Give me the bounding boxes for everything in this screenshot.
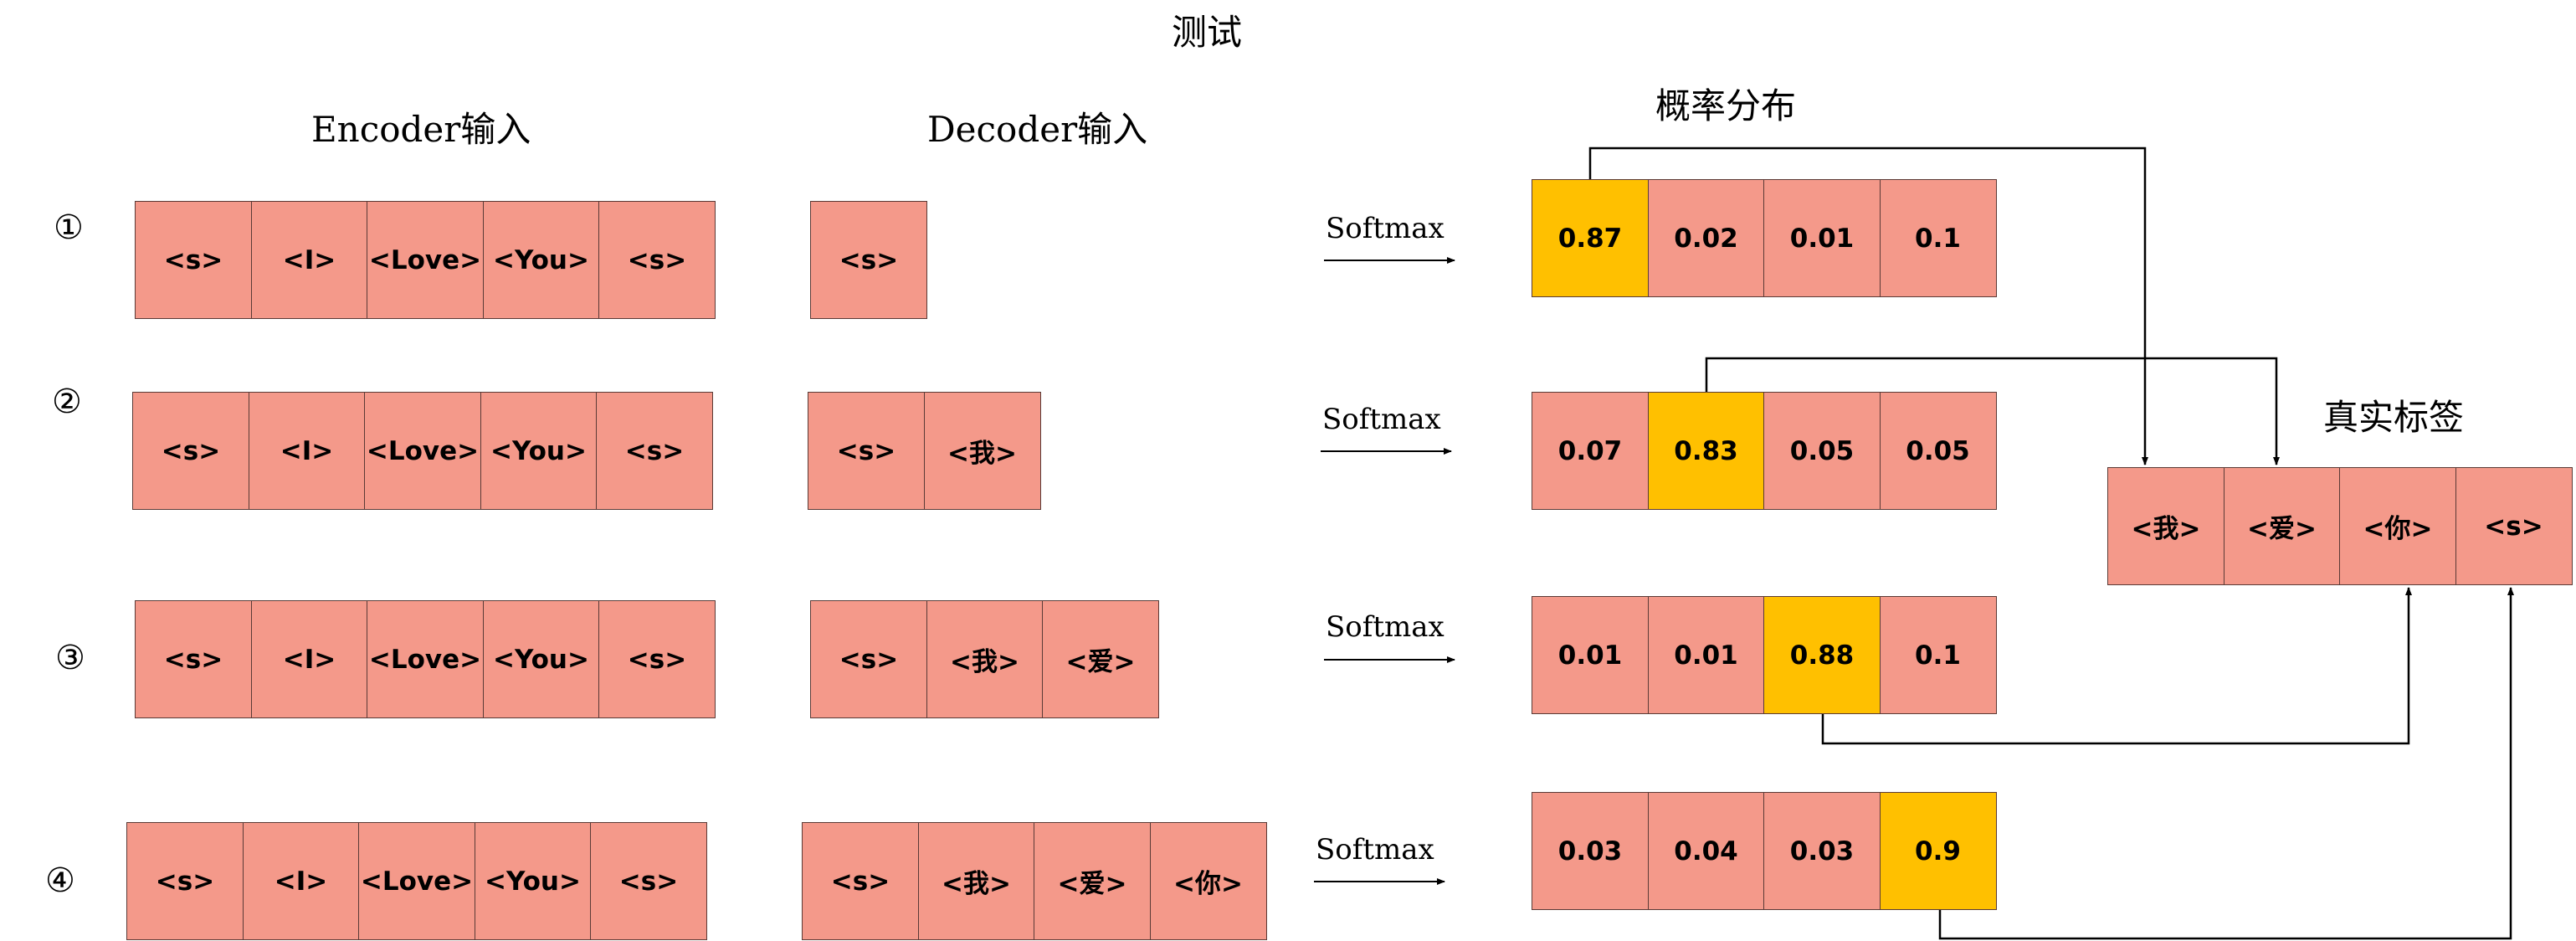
encoder-token: <Love>	[367, 600, 484, 718]
decoder-header: Decoder输入	[927, 109, 1148, 150]
connector-step-2	[1705, 357, 2280, 465]
probability-cell: 0.83	[1647, 392, 1765, 510]
encoder-token: <I>	[250, 600, 368, 718]
connector-step-1	[1588, 147, 2148, 465]
encoder-token: <s>	[135, 600, 252, 718]
connector-step-4	[1938, 587, 2514, 940]
softmax-label-1: Softmax	[1326, 212, 1445, 245]
decoder-token: <s>	[810, 600, 927, 718]
encoder-input-row-2: <s> <I> <Love> <You> <s>	[132, 392, 713, 510]
diagram-title: 测试	[1172, 12, 1243, 53]
step-number-1: ①	[54, 208, 84, 247]
encoder-token: <Love>	[358, 822, 475, 940]
probability-cell: 0.04	[1647, 792, 1765, 910]
encoder-token: <You>	[482, 201, 600, 319]
decoder-token: <我>	[917, 822, 1035, 940]
softmax-label-2: Softmax	[1322, 403, 1441, 436]
connector-step-3	[1821, 587, 2412, 745]
probability-cell: 0.01	[1647, 596, 1765, 714]
truth-token: <你>	[2339, 467, 2456, 585]
encoder-input-row-3: <s> <I> <Love> <You> <s>	[135, 600, 716, 718]
softmax-label-4: Softmax	[1316, 833, 1434, 866]
encoder-token: <Love>	[364, 392, 481, 510]
encoder-token: <I>	[250, 201, 368, 319]
encoder-token: <Love>	[367, 201, 484, 319]
probability-cell: 0.87	[1532, 179, 1649, 297]
probability-cell: 0.02	[1647, 179, 1765, 297]
encoder-token: <You>	[482, 600, 600, 718]
probability-cell: 0.01	[1532, 596, 1649, 714]
encoder-token: <s>	[598, 201, 716, 319]
probability-row-1: 0.87 0.02 0.01 0.1	[1532, 179, 1997, 297]
probability-cell: 0.1	[1879, 179, 1997, 297]
encoder-input-row-4: <s> <I> <Love> <You> <s>	[126, 822, 707, 940]
decoder-token: <爱>	[1042, 600, 1159, 718]
step-number-2: ②	[52, 383, 82, 421]
encoder-token: <s>	[126, 822, 244, 940]
probability-cell: 0.1	[1879, 596, 1997, 714]
ground-truth-row: <我> <爱> <你> <s>	[2107, 467, 2573, 585]
probability-cell: 0.05	[1879, 392, 1997, 510]
probability-cell: 0.03	[1763, 792, 1881, 910]
encoder-token: <I>	[242, 822, 360, 940]
probability-row-2: 0.07 0.83 0.05 0.05	[1532, 392, 1997, 510]
step-number-3: ③	[55, 639, 85, 677]
decoder-token: <s>	[810, 201, 927, 319]
decoder-token: <s>	[802, 822, 919, 940]
decoder-input-row-1: <s>	[810, 201, 927, 319]
step-number-4: ④	[45, 861, 75, 900]
probability-row-4: 0.03 0.04 0.03 0.9	[1532, 792, 1997, 910]
decoder-token: <我>	[923, 392, 1041, 510]
decoder-token: <我>	[926, 600, 1044, 718]
ground-truth-header: 真实标签	[2323, 397, 2465, 438]
encoder-token: <s>	[598, 600, 716, 718]
probability-row-3: 0.01 0.01 0.88 0.1	[1532, 596, 1997, 714]
decoder-token: <爱>	[1034, 822, 1151, 940]
decoder-token: <s>	[808, 392, 925, 510]
truth-token: <s>	[2455, 467, 2573, 585]
probability-cell: 0.07	[1532, 392, 1649, 510]
probability-cell: 0.01	[1763, 179, 1881, 297]
probability-cell: 0.88	[1763, 596, 1881, 714]
encoder-token: <s>	[590, 822, 707, 940]
probability-header: 概率分布	[1655, 85, 1797, 126]
encoder-token: <You>	[474, 822, 592, 940]
encoder-token: <s>	[596, 392, 713, 510]
decoder-input-row-4: <s> <我> <爱> <你>	[802, 822, 1267, 940]
probability-cell: 0.05	[1763, 392, 1881, 510]
encoder-input-row-1: <s> <I> <Love> <You> <s>	[135, 201, 716, 319]
decoder-token: <你>	[1149, 822, 1267, 940]
decoder-input-row-2: <s> <我>	[808, 392, 1041, 510]
probability-cell: 0.03	[1532, 792, 1649, 910]
truth-token: <爱>	[2223, 467, 2341, 585]
encoder-header: Encoder输入	[311, 109, 531, 150]
encoder-token: <s>	[132, 392, 249, 510]
softmax-label-3: Softmax	[1326, 610, 1445, 644]
decoder-input-row-3: <s> <我> <爱>	[810, 600, 1159, 718]
probability-cell: 0.9	[1879, 792, 1997, 910]
encoder-token: <s>	[135, 201, 252, 319]
truth-token: <我>	[2107, 467, 2224, 585]
